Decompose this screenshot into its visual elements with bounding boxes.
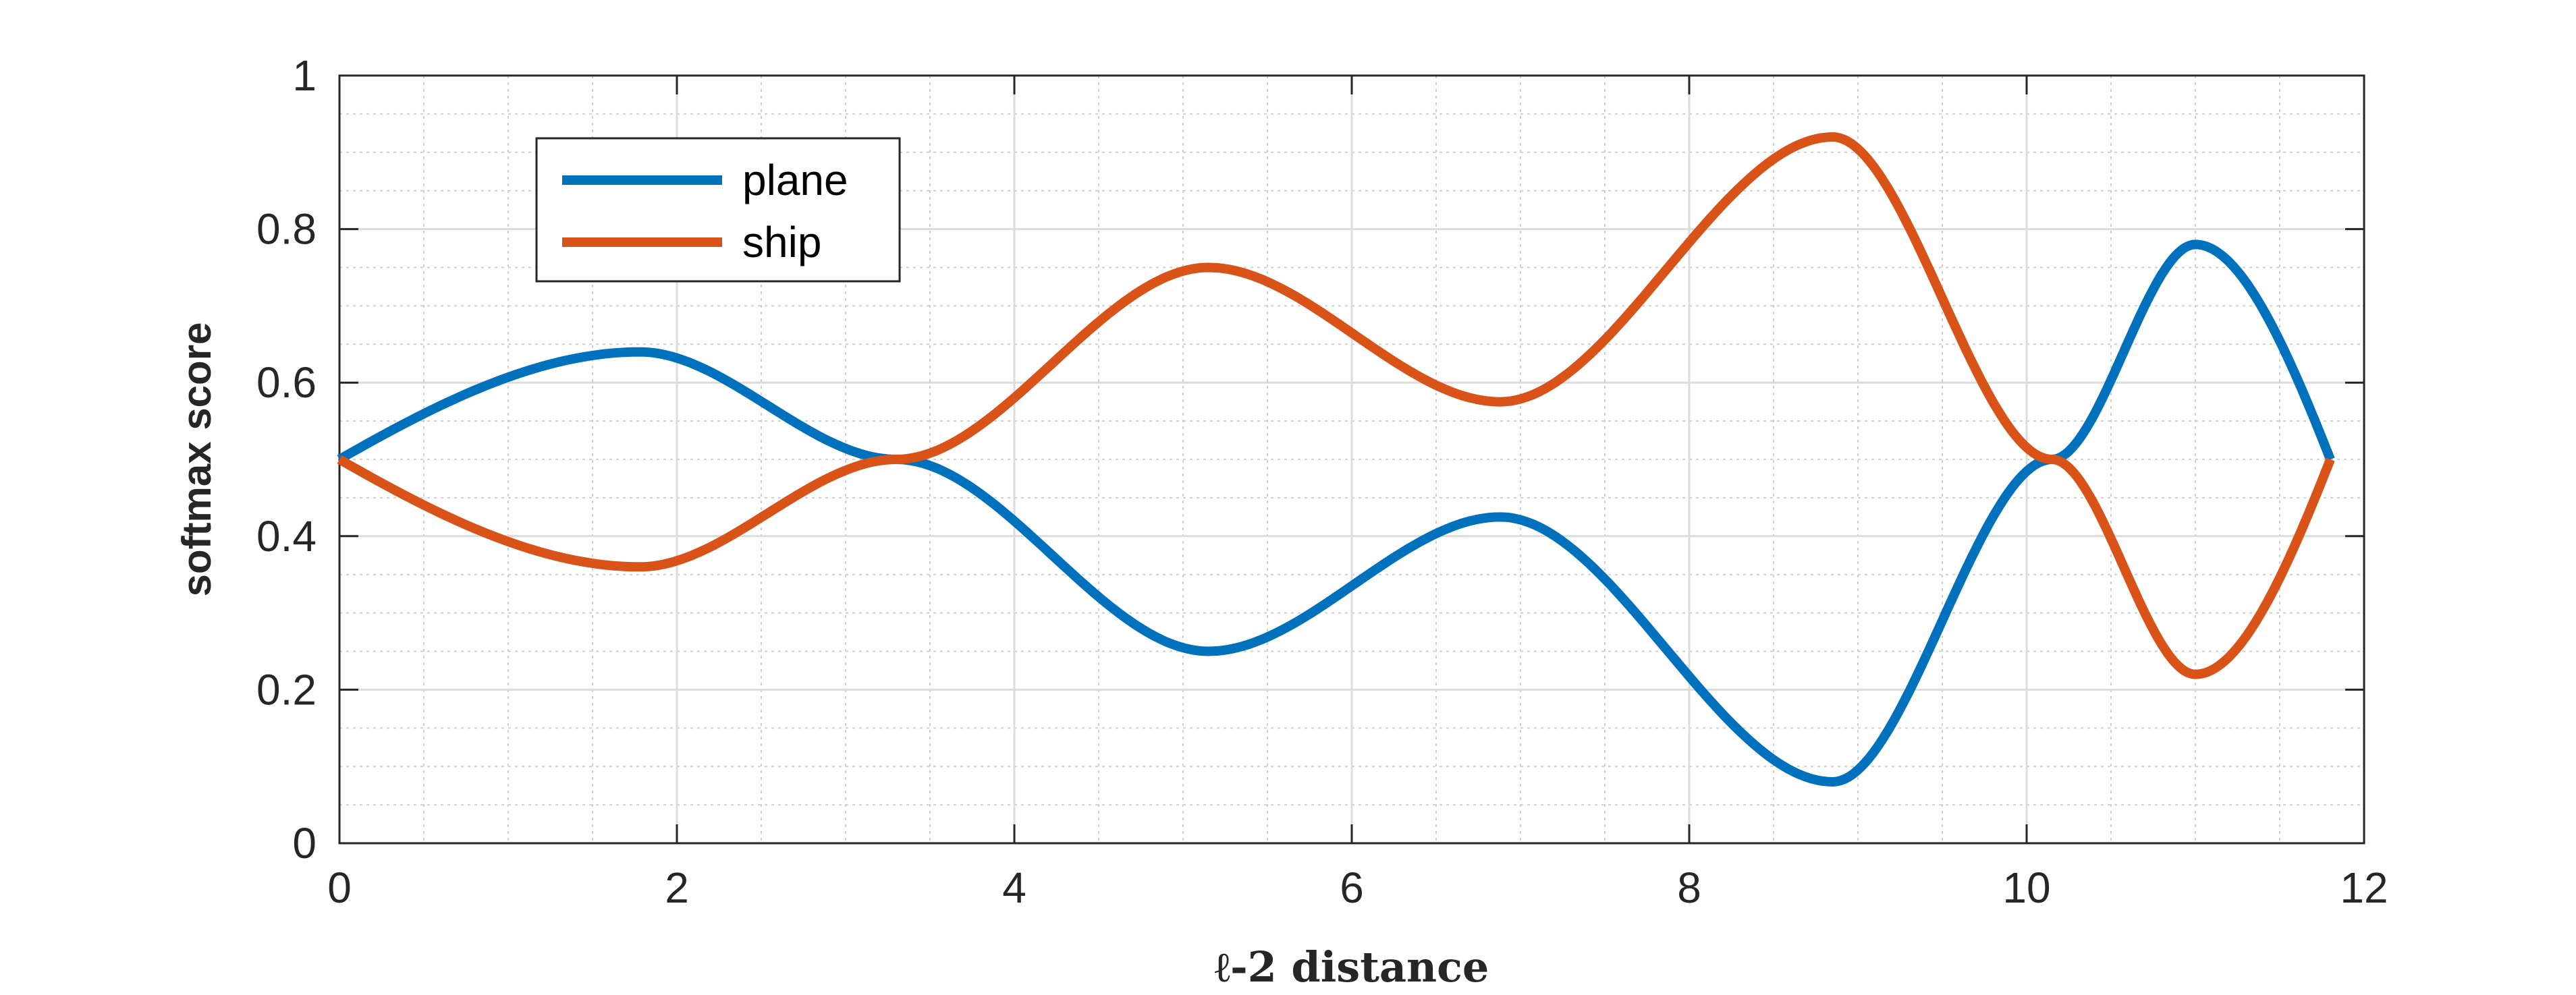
x-tick-label: 6 — [1340, 863, 1364, 912]
x-tick-label: 12 — [2340, 863, 2388, 912]
y-tick-labels: 0 0.2 0.4 0.6 0.8 1 — [256, 51, 317, 868]
legend-label-plane: plane — [742, 156, 848, 204]
axis-ticks — [338, 74, 2365, 845]
x-tick-labels: 0 2 4 6 8 10 12 — [327, 863, 2388, 912]
y-tick-label: 1 — [292, 51, 317, 100]
x-tick-label: 2 — [665, 863, 689, 912]
legend-box — [535, 137, 901, 283]
x-axis-label: ℓ-2 distance — [1215, 942, 1489, 992]
x-tick-label: 0 — [327, 863, 352, 912]
y-tick-label: 0.6 — [256, 358, 317, 407]
legend-label-ship: ship — [742, 218, 821, 266]
x-tick-label: 8 — [1677, 863, 1701, 912]
legend: plane ship — [535, 137, 901, 283]
y-axis-label: softmax score — [174, 322, 219, 597]
series-line-plane — [337, 239, 2335, 787]
x-tick-label: 10 — [2002, 863, 2050, 912]
x-tick-label: 4 — [1002, 863, 1026, 912]
y-tick-label: 0.2 — [256, 665, 317, 714]
y-tick-label: 0.8 — [256, 205, 317, 254]
series-line-ship — [337, 132, 2335, 679]
y-tick-label: 0 — [292, 819, 317, 868]
y-tick-label: 0.4 — [256, 512, 317, 561]
series-layer — [337, 132, 2335, 787]
